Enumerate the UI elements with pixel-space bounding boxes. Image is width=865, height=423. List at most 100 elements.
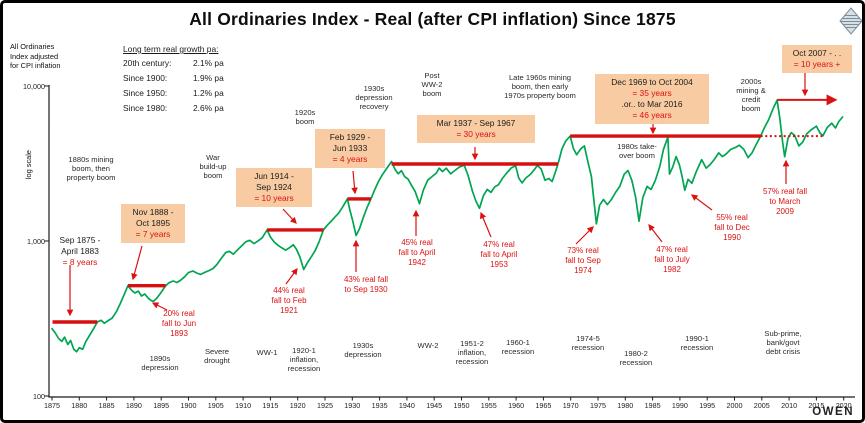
annotation-arrow bbox=[151, 302, 168, 311]
fall-note: 55% real fall to Dec 1990 bbox=[714, 213, 750, 242]
x-tick-label: 1955 bbox=[480, 401, 497, 410]
fall-note: 44% real fall to Feb 1921 bbox=[271, 286, 307, 315]
recession-label: 1960-1 recession bbox=[501, 338, 535, 357]
period-box-line: = 30 years bbox=[456, 128, 496, 139]
period-box-line: = 7 years bbox=[135, 228, 171, 239]
owen-logo bbox=[839, 7, 862, 35]
x-tick-label: 1895 bbox=[153, 401, 170, 410]
recession-label: WW-2 bbox=[417, 341, 439, 350]
page-title: All Ordinaries Index - Real (after CPI i… bbox=[189, 9, 676, 29]
recession-label: 1974-5 recession bbox=[571, 334, 605, 353]
period-box-line: = 4 years bbox=[332, 153, 368, 164]
growth-row-label: 20th century: bbox=[123, 58, 172, 68]
x-tick-label: 1940 bbox=[398, 401, 415, 410]
growth-row-value: 2.1% pa bbox=[193, 58, 224, 68]
period-box-line: April 1883 bbox=[61, 245, 99, 256]
period-box-line: Oct 1895 bbox=[136, 217, 170, 228]
fall-note: 45% real fall to April 1942 bbox=[398, 238, 436, 267]
fall-note: 73% real fall to Sep 1974 bbox=[565, 246, 601, 275]
x-tick-label: 1990 bbox=[671, 401, 688, 410]
boom-label: 1880s mining boom, then property boom bbox=[66, 155, 116, 183]
period-note: Sep 1875 - April 1883 = 8 years bbox=[51, 232, 109, 271]
x-tick-label: 1875 bbox=[44, 401, 60, 410]
y-tick-label: 100 bbox=[33, 391, 45, 401]
x-tick-label: 1905 bbox=[207, 401, 224, 410]
growth-row-value: 2.6% pa bbox=[193, 103, 224, 113]
recession-label: Severe drought bbox=[204, 347, 230, 366]
period-box-line: Dec 1969 to Oct 2004 bbox=[611, 77, 693, 87]
plot-svg bbox=[44, 73, 855, 401]
period-box-line: Nov 1888 - bbox=[132, 207, 174, 217]
annotation-arrow bbox=[648, 224, 663, 243]
x-tick-label: 1965 bbox=[535, 401, 552, 410]
annotation-arrow bbox=[575, 226, 594, 245]
x-tick-label: 1980 bbox=[617, 401, 634, 410]
x-tick-label: 1930 bbox=[344, 401, 361, 410]
x-tick-label: 1935 bbox=[371, 401, 388, 410]
fall-note: 43% real fall to Sep 1930 bbox=[343, 275, 389, 294]
x-tick-label: 1950 bbox=[453, 401, 470, 410]
x-tick-label: 1975 bbox=[590, 401, 606, 410]
growth-row-value: 1.9% pa bbox=[193, 73, 224, 83]
period-box-line: Mar 1937 - Sep 1967 bbox=[436, 118, 516, 128]
boom-label: 1930s depression recovery bbox=[355, 84, 393, 112]
period-box: Dec 1969 to Oct 2004 = 35 years .or.. to M… bbox=[595, 74, 709, 124]
boom-label: Post WW-2 boom bbox=[421, 71, 443, 99]
period-box-line: Jun 1914 - bbox=[254, 171, 294, 181]
x-tick-label: 1910 bbox=[235, 401, 252, 410]
period-box-line: = 35 years bbox=[632, 87, 672, 98]
annotation-arrow bbox=[480, 211, 492, 238]
y-tick-label: 1,000 bbox=[27, 236, 45, 246]
period-box: Oct 2007 - . . = 10 years + bbox=[782, 45, 852, 73]
annotation-arrow bbox=[351, 170, 358, 195]
period-box-line: Oct 2007 - . . bbox=[792, 48, 842, 58]
x-tick-label: 1915 bbox=[262, 401, 279, 410]
period-box: Jun 1914 - Sep 1924 = 10 years bbox=[236, 168, 312, 207]
period-box-line: Feb 1929 - bbox=[329, 132, 371, 142]
x-tick-label: 1960 bbox=[508, 401, 525, 410]
watermark: OWEN bbox=[812, 406, 854, 418]
x-tick-label: 1880 bbox=[71, 401, 88, 410]
boom-label: Late 1960s mining boom, then early 1970s… bbox=[504, 73, 576, 101]
fall-note: 57% real fall to March 2009 bbox=[762, 187, 808, 216]
recession-label: 1951-2 inflation, recession bbox=[455, 339, 489, 367]
period-box-line: Sep 1924 bbox=[256, 181, 292, 192]
recession-label: WW-1 bbox=[256, 348, 278, 357]
period-box: Nov 1888 - Oct 1895 = 7 years bbox=[121, 204, 185, 243]
y-tick-label: 10,000 bbox=[23, 81, 45, 91]
boom-label: 1920s boom bbox=[294, 108, 316, 127]
axis-caption: All Ordinaries Index adjusted for CPI in… bbox=[10, 42, 61, 71]
annotation-arrow bbox=[285, 268, 298, 285]
x-tick-label: 2015 bbox=[808, 401, 825, 410]
x-tick-label: 1925 bbox=[317, 401, 333, 410]
x-tick-label: 1900 bbox=[180, 401, 197, 410]
x-tick-label: 1995 bbox=[699, 401, 716, 410]
index-line bbox=[51, 99, 844, 353]
x-tick-label: 1945 bbox=[426, 401, 443, 410]
growth-row-value: 1.2% pa bbox=[193, 88, 224, 98]
period-box-line: = 8 years bbox=[62, 256, 98, 267]
annotation-arrow bbox=[131, 245, 143, 281]
recession-label: 1990-1 recession bbox=[680, 334, 714, 353]
recession-label: 1920-1 inflation, recession bbox=[287, 346, 321, 374]
recession-label: 1890s depression bbox=[141, 354, 179, 373]
x-tick-label: 2010 bbox=[781, 401, 798, 410]
x-tick-label: 1920 bbox=[289, 401, 306, 410]
growth-row: Since 1980: 2.6% pa bbox=[123, 103, 224, 113]
period-box-line: .or.. to Mar 2016 bbox=[621, 98, 683, 109]
x-tick-label: 2005 bbox=[753, 401, 770, 410]
growth-row-label: Since 1950: bbox=[123, 88, 168, 98]
period-box-line: = 10 years + bbox=[793, 58, 841, 69]
growth-row: 20th century: 2.1% pa bbox=[123, 58, 224, 68]
annotation-arrow bbox=[691, 194, 713, 211]
period-box: Feb 1929 - Jun 1933 = 4 years bbox=[315, 129, 385, 168]
growth-row: Since 1900: 1.9% pa bbox=[123, 73, 224, 83]
fall-note: 47% real fall to July 1982 bbox=[654, 245, 690, 274]
annotation-arrow bbox=[282, 208, 297, 224]
growth-table: Long term real growth pa: 20th century: 2… bbox=[123, 44, 224, 118]
period-box-line: = 46 years bbox=[632, 109, 672, 120]
growth-row-label: Since 1900: bbox=[123, 73, 168, 83]
period-box-line: Jun 1933 bbox=[332, 142, 368, 153]
period-box-line: = 10 years bbox=[254, 192, 294, 203]
